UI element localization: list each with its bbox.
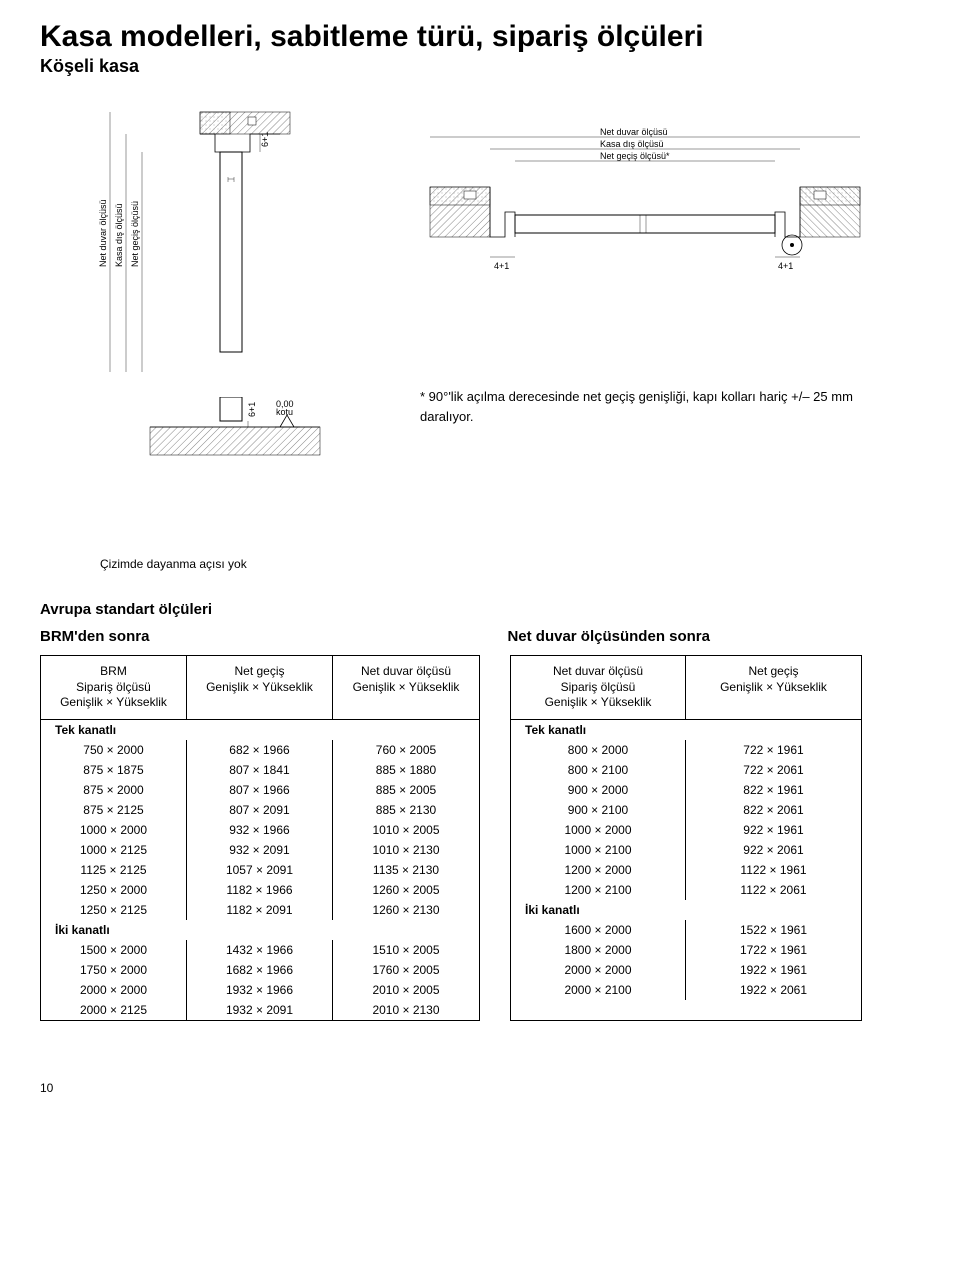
table-header: BRMSipariş ölçüsüGenişlik × Yükseklik <box>41 656 187 720</box>
table-cell: 875 × 2125 <box>41 800 187 820</box>
table-header: Net duvar ölçüsüSipariş ölçüsüGenişlik ×… <box>511 656 686 720</box>
table-cell: 760 × 2005 <box>333 740 479 760</box>
table-section-label: İki kanatlı <box>511 900 861 920</box>
diagram-note: * 90°'lik açılma derecesinde net geçiş g… <box>420 389 853 424</box>
table-cell: 1122 × 1961 <box>686 860 861 880</box>
table-cell: 1000 × 2000 <box>41 820 187 840</box>
table-cell: 1922 × 2061 <box>686 980 861 1000</box>
page-number: 10 <box>40 1081 920 1095</box>
table-cell: 2000 × 2125 <box>41 1000 187 1020</box>
table-cell: 1260 × 2130 <box>333 900 479 920</box>
table-header: Net geçişGenişlik × Yükseklik <box>686 656 861 720</box>
table-cell: 1500 × 2000 <box>41 940 187 960</box>
table-cell: 807 × 2091 <box>187 800 333 820</box>
table-header: Net geçişGenişlik × Yükseklik <box>187 656 333 720</box>
table-section-label: İki kanatlı <box>41 920 479 940</box>
measurements-section: Avrupa standart ölçüleri BRM'den sonra N… <box>40 601 920 1021</box>
clearance-top-label: 6+1 <box>260 132 270 147</box>
brm-table: BRMSipariş ölçüsüGenişlik × YükseklikNet… <box>40 655 480 1021</box>
net-table: Net duvar ölçüsüSipariş ölçüsüGenişlik ×… <box>510 655 862 1021</box>
table-cell: 822 × 2061 <box>686 800 861 820</box>
table-cell: 1010 × 2005 <box>333 820 479 840</box>
table-section-label: Tek kanatlı <box>511 720 861 740</box>
table-cell: 1722 × 1961 <box>686 940 861 960</box>
net-title: Net duvar ölçüsünden sonra <box>507 628 710 645</box>
table-cell: 1682 × 1966 <box>187 960 333 980</box>
table-cell: 922 × 1961 <box>686 820 861 840</box>
clearance-bottom-label: 6+1 <box>247 402 257 417</box>
table-cell: 1122 × 2061 <box>686 880 861 900</box>
table-cell: 1250 × 2000 <box>41 880 187 900</box>
table-cell: 800 × 2100 <box>511 760 686 780</box>
table-cell: 1125 × 2125 <box>41 860 187 880</box>
table-cell: 922 × 2061 <box>686 840 861 860</box>
table-cell: 1200 × 2100 <box>511 880 686 900</box>
table-cell: 1000 × 2100 <box>511 840 686 860</box>
table-cell: 1432 × 1966 <box>187 940 333 960</box>
table-cell: 1760 × 2005 <box>333 960 479 980</box>
clearance-left: 4+1 <box>494 261 509 271</box>
table-cell: 875 × 2000 <box>41 780 187 800</box>
table-cell: 875 × 1875 <box>41 760 187 780</box>
table-cell: 722 × 1961 <box>686 740 861 760</box>
top-label-2: Kasa dış ölçüsü <box>600 139 664 149</box>
table-cell: 885 × 2130 <box>333 800 479 820</box>
table-cell: 1932 × 1966 <box>187 980 333 1000</box>
table-cell: 822 × 1961 <box>686 780 861 800</box>
top-label-3: Net geçiş ölçüsü* <box>600 151 670 161</box>
brm-title: BRM'den sonra <box>40 628 149 645</box>
table-cell: 750 × 2000 <box>41 740 187 760</box>
table-cell: 807 × 1966 <box>187 780 333 800</box>
table-section-label: Tek kanatlı <box>41 720 479 740</box>
table-cell: 900 × 2000 <box>511 780 686 800</box>
table-cell: 1510 × 2005 <box>333 940 479 960</box>
table-cell: 1260 × 2005 <box>333 880 479 900</box>
table-cell: 682 × 1966 <box>187 740 333 760</box>
table-cell: 2010 × 2005 <box>333 980 479 1000</box>
table-cell: 1057 × 2091 <box>187 860 333 880</box>
table-cell: 1000 × 2000 <box>511 820 686 840</box>
top-label-1: Net duvar ölçüsü <box>600 127 668 137</box>
diagram-floor-detail: 6+1 0,00 kotu <box>80 397 340 467</box>
page-title: Kasa modelleri, sabitleme türü, sipariş … <box>40 20 920 54</box>
section-title: Avrupa standart ölçüleri <box>40 601 920 618</box>
left-label-2: Kasa dış ölçüsü <box>114 203 124 267</box>
table-cell: 885 × 1880 <box>333 760 479 780</box>
table-cell: 1522 × 1961 <box>686 920 861 940</box>
zero-level-label-2: kotu <box>276 407 293 417</box>
table-cell: 800 × 2000 <box>511 740 686 760</box>
table-cell: 932 × 2091 <box>187 840 333 860</box>
page-subtitle: Köşeli kasa <box>40 56 920 77</box>
table-cell: 1200 × 2000 <box>511 860 686 880</box>
table-cell: 1800 × 2000 <box>511 940 686 960</box>
left-label-1: Net duvar ölçüsü <box>98 199 108 267</box>
table-cell: 1922 × 1961 <box>686 960 861 980</box>
table-cell: 2010 × 2130 <box>333 1000 479 1020</box>
table-cell: 1750 × 2000 <box>41 960 187 980</box>
table-cell: 2000 × 2000 <box>41 980 187 1000</box>
left-label-3: Net geçiş ölçüsü <box>130 201 140 267</box>
table-cell: 722 × 2061 <box>686 760 861 780</box>
clearance-right: 4+1 <box>778 261 793 271</box>
diagram-vertical-section: 6+1 Net duvar ölçüsü Kasa dış ölçüsü Net… <box>80 107 310 387</box>
table-cell: 2000 × 2100 <box>511 980 686 1000</box>
diagram-caption: Çizimde dayanma açısı yok <box>100 557 920 571</box>
diagram-horizontal-section: Net duvar ölçüsü Kasa dış ölçüsü Net geç… <box>420 127 900 287</box>
table-cell: 932 × 1966 <box>187 820 333 840</box>
table-cell: 2000 × 2000 <box>511 960 686 980</box>
table-cell: 1932 × 2091 <box>187 1000 333 1020</box>
table-header: Net duvar ölçüsüGenişlik × Yükseklik <box>333 656 479 720</box>
table-cell: 900 × 2100 <box>511 800 686 820</box>
table-cell: 1250 × 2125 <box>41 900 187 920</box>
table-cell: 1600 × 2000 <box>511 920 686 940</box>
table-cell: 1010 × 2130 <box>333 840 479 860</box>
table-cell: 807 × 1841 <box>187 760 333 780</box>
table-cell: 1135 × 2130 <box>333 860 479 880</box>
table-cell: 1000 × 2125 <box>41 840 187 860</box>
table-cell: 1182 × 2091 <box>187 900 333 920</box>
diagram-region: 6+1 Net duvar ölçüsü Kasa dış ölçüsü Net… <box>40 107 920 507</box>
table-cell: 1182 × 1966 <box>187 880 333 900</box>
table-cell: 885 × 2005 <box>333 780 479 800</box>
